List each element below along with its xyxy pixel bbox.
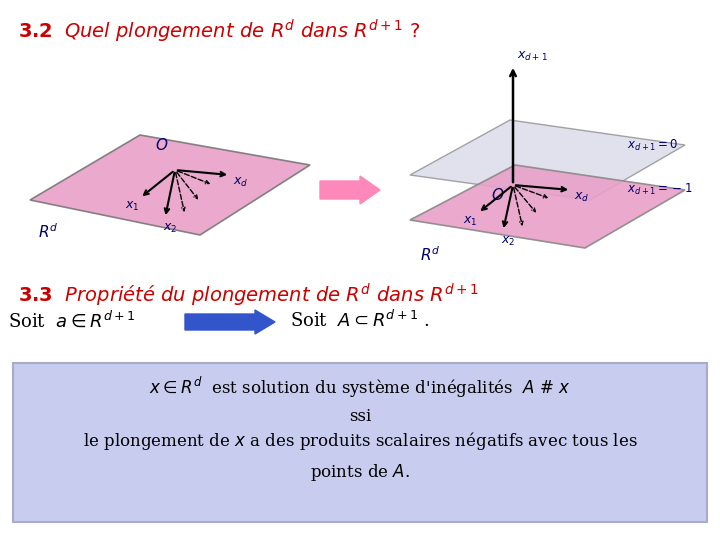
Text: $x_d$: $x_d$ (233, 176, 248, 189)
Text: $O$: $O$ (155, 137, 168, 153)
Text: $x_{d+1}=0$: $x_{d+1}=0$ (627, 138, 678, 153)
Polygon shape (410, 165, 685, 248)
Text: ssi: ssi (349, 408, 371, 425)
Text: $R^d$: $R^d$ (38, 222, 58, 241)
FancyArrow shape (185, 310, 275, 334)
Text: Soit  $a \in R^{d+1}$: Soit $a \in R^{d+1}$ (8, 310, 135, 330)
Text: $x_1$: $x_1$ (463, 215, 477, 228)
Text: $x \in R^d$  est solution du système d'inégalités  $A\ \#\ x$: $x \in R^d$ est solution du système d'in… (149, 375, 571, 400)
Text: $R^d$: $R^d$ (420, 245, 441, 264)
Polygon shape (410, 120, 685, 200)
Text: $O$: $O$ (491, 187, 505, 203)
Text: $x_d$: $x_d$ (574, 191, 589, 204)
Text: $x_{d+1}=-1$: $x_{d+1}=-1$ (627, 182, 693, 197)
FancyArrow shape (320, 176, 380, 204)
Text: le plongement de $x$ a des produits scalaires négatifs avec tous les: le plongement de $x$ a des produits scal… (83, 430, 637, 452)
Text: $\bf{3.2}$  $\it{Quel\ plongement\ de\ R^d\ dans\ R^{d+1}\ ?}$: $\bf{3.2}$ $\it{Quel\ plongement\ de\ R^… (18, 18, 420, 45)
Text: Soit  $A \subset R^{d+1}$ .: Soit $A \subset R^{d+1}$ . (290, 310, 430, 331)
Text: $x_2$: $x_2$ (163, 222, 177, 235)
Text: $x_{d+1}$: $x_{d+1}$ (517, 50, 548, 63)
Text: $\bf{3.3}$  $\it{Propriété\ du\ plongement\ de\ R^d\ dans\ R^{d+1}}$: $\bf{3.3}$ $\it{Propriété\ du\ plongemen… (18, 282, 480, 309)
Text: points de $A$.: points de $A$. (310, 462, 410, 483)
FancyBboxPatch shape (13, 363, 707, 522)
Text: $x_1$: $x_1$ (125, 200, 140, 213)
Polygon shape (30, 135, 310, 235)
Text: $x_2$: $x_2$ (501, 235, 516, 248)
